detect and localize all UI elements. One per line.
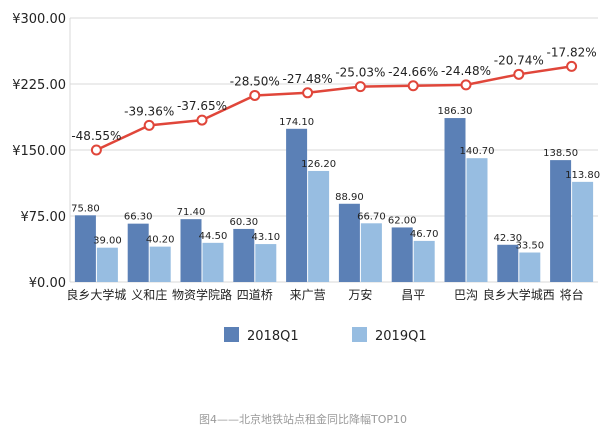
decline-point — [249, 89, 261, 101]
bar-value-label-2019q1: 46.70 — [410, 229, 439, 240]
y-tick-label: ¥75.00 — [21, 210, 67, 225]
x-tick-label: 四道桥 — [237, 288, 273, 302]
bar-value-label-2018q1: 62.00 — [388, 215, 417, 226]
decline-percent-label: -24.48% — [441, 64, 491, 78]
bar-2018q1 — [444, 118, 466, 282]
bar-value-label-2019q1: 40.20 — [146, 235, 175, 246]
decline-point — [566, 60, 578, 72]
bar-2019q1 — [202, 242, 224, 282]
bar-value-label-2019q1: 126.20 — [301, 159, 336, 170]
bar-value-label-2019q1: 140.70 — [460, 146, 495, 157]
bar-value-label-2018q1: 174.10 — [279, 117, 314, 128]
decline-point — [302, 87, 314, 99]
bar-2018q1 — [233, 228, 255, 282]
bar-value-label-2018q1: 66.30 — [124, 212, 153, 223]
legend-swatch — [224, 327, 239, 342]
decline-line-path — [95, 65, 572, 152]
bar-value-label-2018q1: 60.30 — [229, 217, 258, 228]
decline-point — [90, 144, 102, 156]
x-axis-ticks: 良乡大学城 义和庄 物资学院路 四道桥 来广营 万安 昌平 巴沟 良乡大学城西 将台 — [66, 287, 583, 302]
decline-point — [513, 68, 525, 80]
x-tick-label: 昌平 — [401, 288, 425, 302]
y-axis-ticks: ¥0.00 ¥75.00 ¥150.00 ¥225.00 ¥300.00 — [12, 12, 66, 291]
bar-2018q1 — [550, 160, 572, 282]
bar-value-label-2019q1: 113.80 — [565, 170, 600, 181]
bar-2018q1 — [391, 227, 413, 282]
bar-2019q1 — [572, 181, 594, 282]
x-tick-label: 义和庄 — [131, 287, 167, 302]
bar-2019q1 — [255, 244, 277, 282]
decline-line: -48.55%-39.36% -37.65%-28.50% -27.48% -25.0… — [71, 45, 597, 156]
bar-2019q1 — [360, 223, 382, 282]
bar-2018q1 — [180, 219, 202, 282]
bar-2019q1 — [96, 247, 118, 282]
decline-percent-label: -39.36% — [124, 104, 174, 118]
bar-2019q1 — [308, 170, 330, 282]
bar-value-label-2019q1: 39.00 — [93, 236, 122, 247]
y-tick-label: ¥0.00 — [29, 276, 66, 291]
legend-label: 2019Q1 — [375, 329, 427, 344]
legend: 2018Q1 2019Q1 — [224, 327, 427, 344]
x-tick-label: 良乡大学城西 — [483, 287, 555, 302]
legend-label: 2018Q1 — [247, 329, 299, 344]
bar-value-label-2018q1: 138.50 — [543, 148, 578, 159]
bar-value-label-2019q1: 33.50 — [515, 241, 544, 252]
bar-2018q1 — [74, 215, 96, 282]
y-tick-label: ¥225.00 — [12, 78, 66, 93]
bar-2019q1 — [466, 158, 488, 282]
bar-2019q1 — [413, 240, 435, 282]
decline-point — [196, 114, 208, 126]
decline-percent-label: -28.50% — [230, 74, 280, 88]
bar-value-label-2018q1: 186.30 — [438, 106, 473, 117]
legend-swatch — [352, 327, 367, 342]
decline-percent-label: -17.82% — [547, 45, 597, 59]
bar-value-label-2018q1: 71.40 — [177, 207, 206, 218]
bar-value-label-2019q1: 66.70 — [357, 211, 386, 222]
decline-point — [354, 81, 366, 93]
x-tick-label: 良乡大学城 — [66, 287, 126, 302]
bar-2018q1 — [338, 203, 360, 282]
chart-caption: 图4——北京地铁站点租金同比降幅TOP10 — [199, 412, 407, 426]
bar-2018q1 — [127, 223, 149, 282]
decline-percent-label: -20.74% — [494, 53, 544, 67]
decline-percent-label: -24.66% — [388, 65, 438, 79]
decline-point — [460, 79, 472, 91]
y-tick-label: ¥300.00 — [12, 12, 66, 27]
x-tick-label: 来广营 — [290, 288, 326, 302]
bar-2019q1 — [149, 246, 171, 282]
x-tick-label: 将台 — [560, 287, 584, 302]
decline-point — [407, 80, 419, 92]
decline-percent-label: -37.65% — [177, 99, 227, 113]
decline-percent-label: -48.55% — [71, 129, 121, 143]
y-tick-label: ¥150.00 — [12, 144, 66, 159]
decline-point — [143, 119, 155, 131]
bar-value-label-2018q1: 75.80 — [71, 203, 100, 214]
bar-value-label-2019q1: 44.50 — [199, 231, 228, 242]
bar-2018q1 — [497, 244, 519, 282]
bar-2018q1 — [286, 128, 308, 282]
bars — [74, 118, 594, 282]
bar-value-label-2018q1: 88.90 — [335, 192, 364, 203]
bar-2019q1 — [519, 252, 541, 282]
x-tick-label: 巴沟 — [454, 288, 478, 302]
bar-value-label-2018q1: 42.30 — [493, 233, 522, 244]
x-tick-label: 物资学院路 — [172, 287, 232, 302]
decline-percent-label: -25.03% — [335, 66, 385, 80]
bar-value-label-2019q1: 43.10 — [251, 232, 280, 243]
x-tick-label: 万安 — [348, 287, 372, 302]
decline-percent-label: -27.48% — [283, 72, 333, 86]
